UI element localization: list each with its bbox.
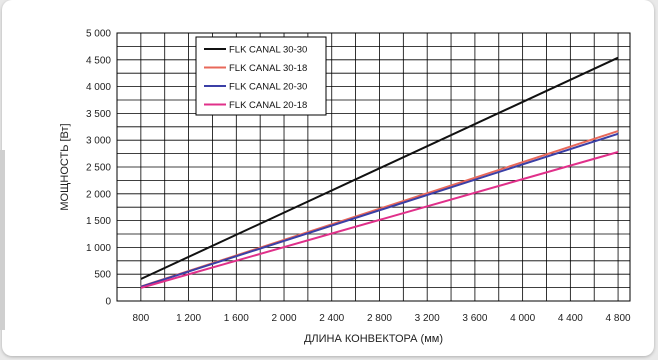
y-tick-label: 4 000	[86, 82, 111, 93]
y-tick-label: 3 000	[86, 136, 111, 147]
y-tick-label: 1 500	[86, 216, 111, 227]
y-tick-label: 1 000	[86, 243, 111, 254]
y-tick-label: 500	[94, 270, 111, 281]
series-line-4	[140, 151, 619, 289]
x-tick-label: 3 600	[462, 313, 487, 324]
series-line-1	[140, 56, 619, 280]
x-axis-title: ДЛИНА КОНВЕКТОРА (мм)	[304, 333, 443, 345]
x-tick-label: 2 000	[272, 313, 297, 324]
x-tick-label: 2 800	[367, 313, 392, 324]
y-tick-label: 2 000	[86, 189, 111, 200]
x-tick-label: 4 000	[510, 313, 535, 324]
x-tick-label: 800	[133, 313, 150, 324]
y-tick-label: 0	[105, 297, 111, 308]
y-tick-label: 3 500	[86, 109, 111, 120]
y-axis-title: МОЩНОСТЬ [Вт]	[59, 123, 71, 210]
legend-label: FLK CANAL 20-18	[229, 100, 307, 111]
x-tick-label: 4 800	[606, 313, 631, 324]
x-tick-labels: 800 1 200 1 600 2 000 2 400 2 800 3 200 3 600 4 …	[133, 313, 632, 324]
x-tick-label: 3 200	[415, 313, 440, 324]
grid-lines	[117, 33, 630, 301]
series-line-3	[140, 132, 619, 288]
series-lines	[140, 56, 619, 289]
x-tick-label: 1 200	[176, 313, 201, 324]
x-tick-label: 2 400	[319, 313, 344, 324]
side-strip	[0, 150, 5, 330]
legend: FLK CANAL 30-30 FLK CANAL 30-18 FLK CANAL …	[195, 36, 327, 116]
legend-label: FLK CANAL 30-30	[229, 45, 307, 56]
legend-label: FLK CANAL 20-30	[229, 82, 307, 93]
plot-border	[116, 32, 631, 302]
x-tick-label: 4 400	[558, 313, 583, 324]
y-tick-label: 2 500	[86, 163, 111, 174]
y-tick-label: 5 000	[86, 29, 111, 40]
y-tick-label: 4 500	[86, 55, 111, 66]
x-tick-label: 1 600	[224, 313, 249, 324]
y-tick-labels: 0 500 1 000 1 500 2 000 2 500 3 000 3 500 4 000 4…	[86, 29, 111, 308]
legend-label: FLK CANAL 30-18	[229, 63, 307, 74]
